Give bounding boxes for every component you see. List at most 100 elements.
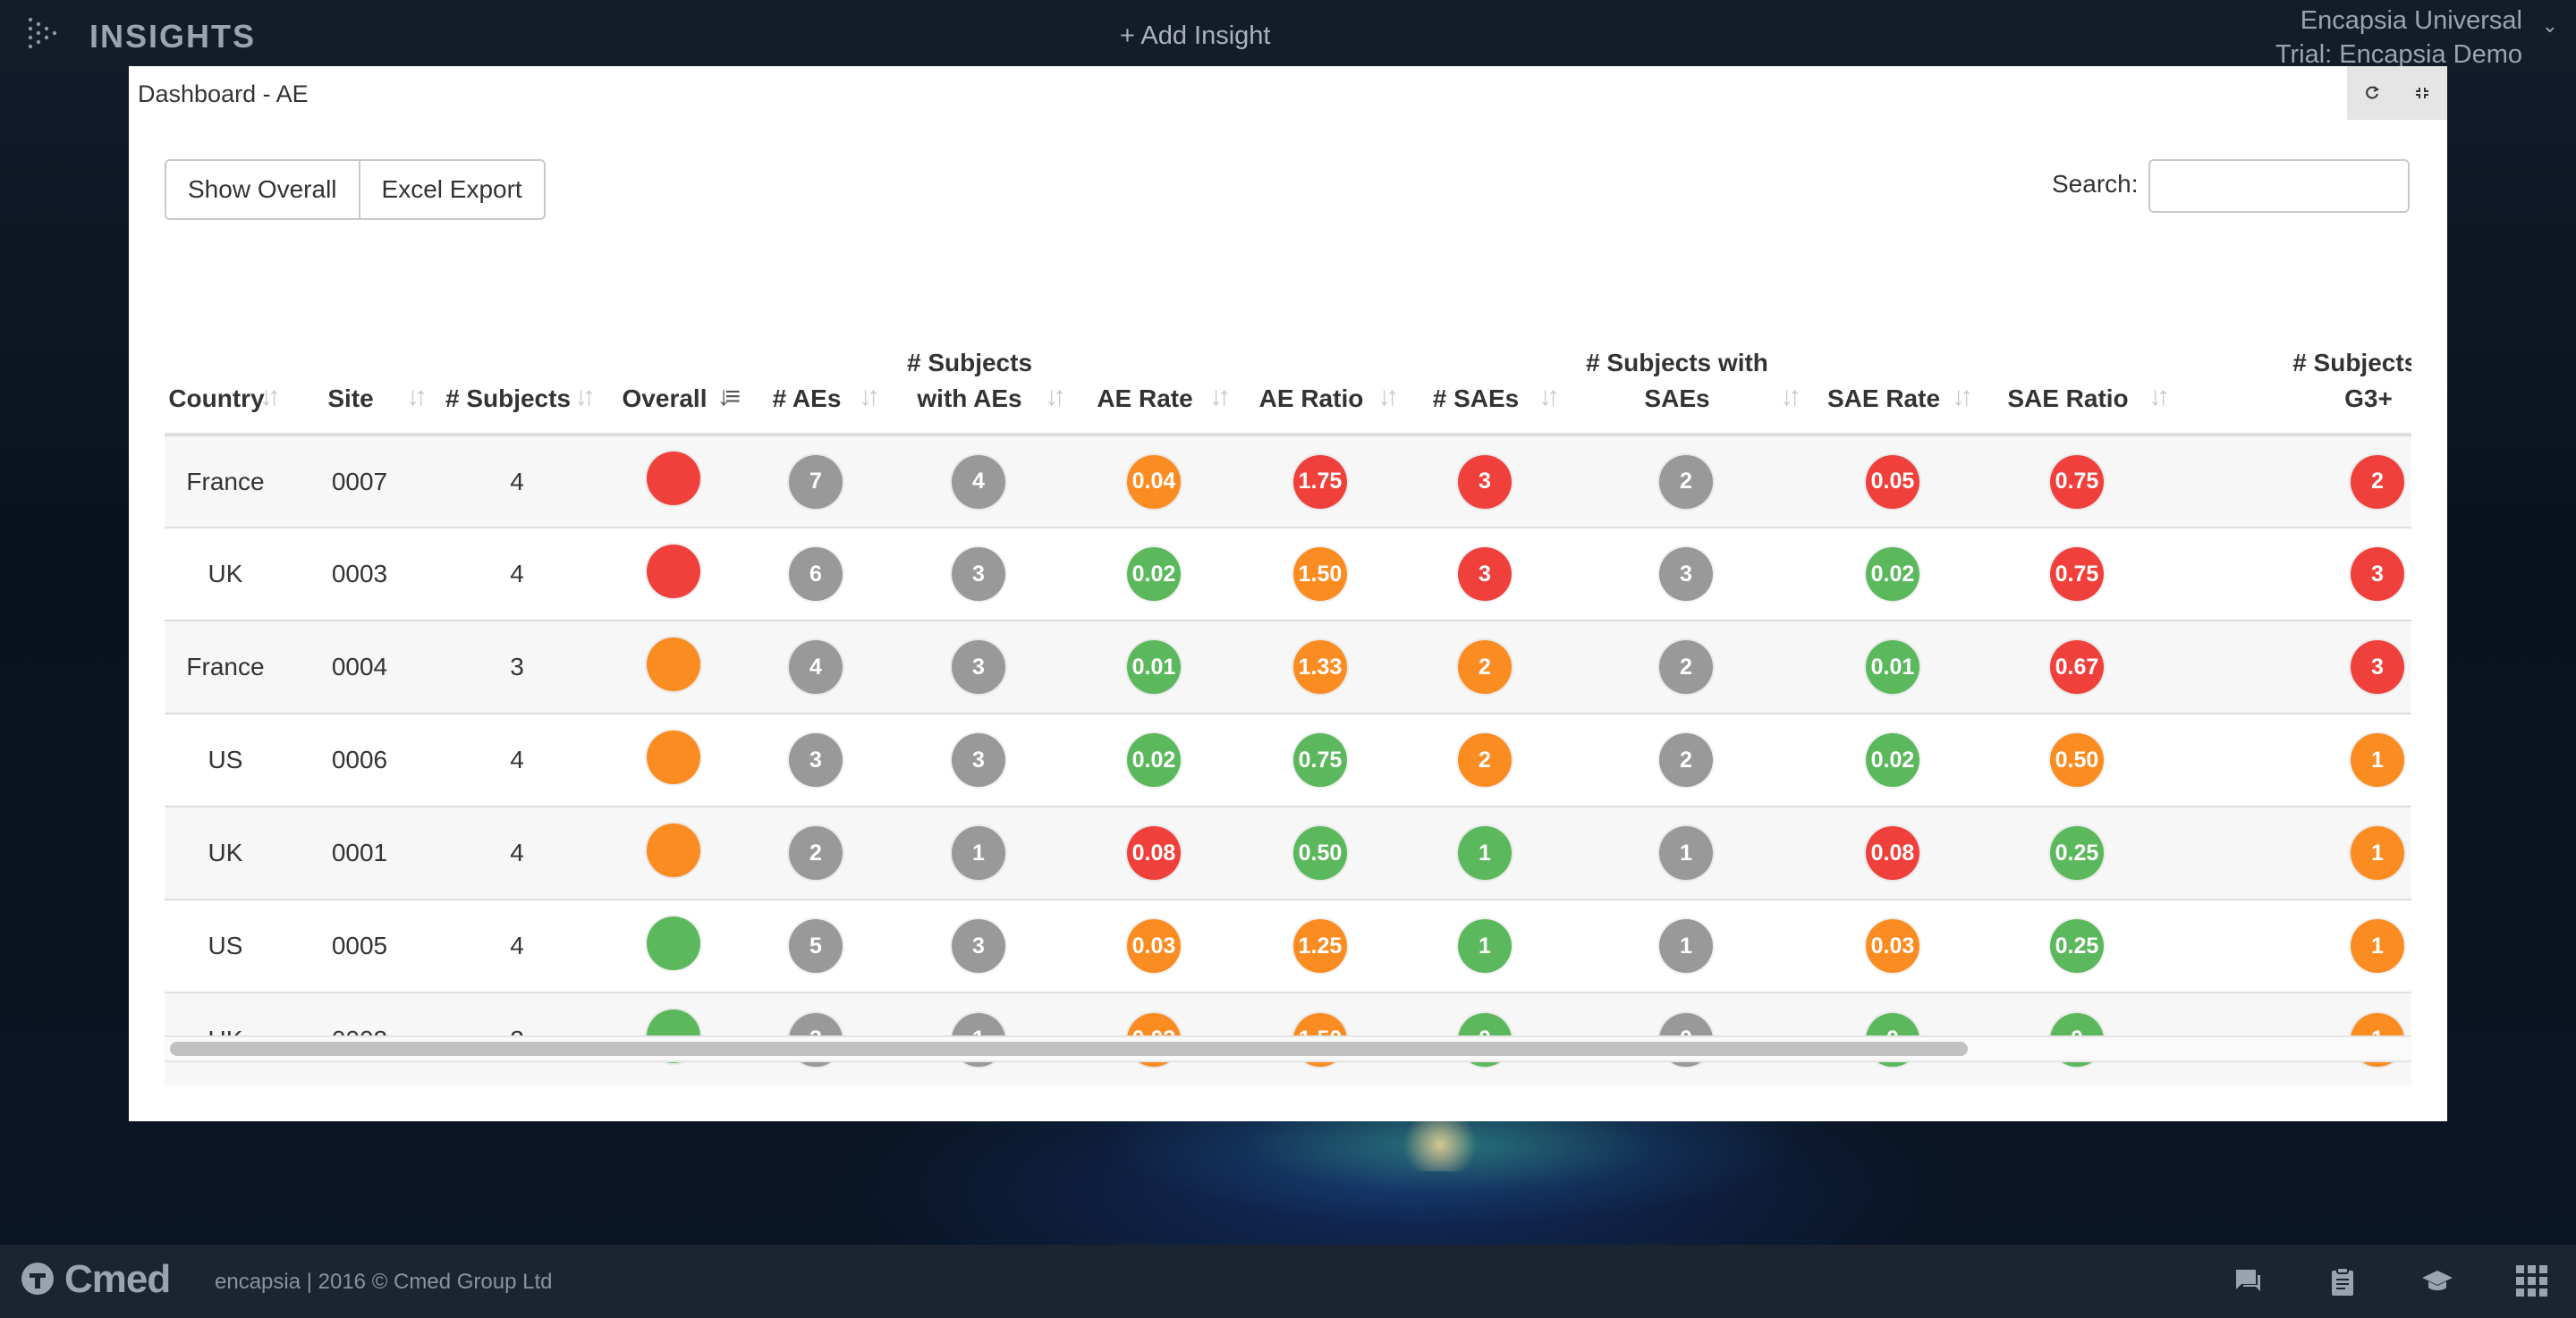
metric-cell: 2: [1565, 434, 1807, 528]
column-header[interactable]: Country ↓↑: [165, 272, 286, 436]
show-overall-button[interactable]: Show Overall: [165, 159, 360, 220]
account-name: Encapsia Universal: [2300, 6, 2522, 35]
column-header-label: # Subjects: [445, 384, 572, 412]
metric-badge: 3: [2351, 640, 2404, 694]
table-row[interactable]: UK 0001 4 2 1 0.08 0.50 1 1 0.08 0.25 1: [165, 806, 2411, 900]
sort-icon[interactable]: ↓↑: [1780, 382, 1801, 411]
sort-icon[interactable]: ↓↑: [259, 382, 281, 411]
metric-badge: 0.03: [1127, 919, 1181, 973]
metric-badge: 1: [1659, 919, 1713, 973]
footer-brand: Cmed: [64, 1257, 171, 1301]
column-header[interactable]: Site ↓↑: [286, 272, 433, 436]
sort-icon[interactable]: ↓↑: [1377, 382, 1399, 411]
search-input[interactable]: [2148, 159, 2410, 213]
cell-site: 0007: [286, 434, 433, 528]
overall-status-indicator: [647, 730, 700, 784]
metric-badge: 0.75: [2050, 547, 2104, 601]
cmed-logo-icon: [21, 1263, 54, 1295]
modal-title: Dashboard - AE: [138, 80, 309, 107]
search-label: Search:: [2052, 170, 2139, 198]
table-row[interactable]: France 0004 3 4 3 0.01 1.33 2 2 0.01 0.67 3: [165, 620, 2411, 714]
metric-badge: 3: [789, 733, 843, 787]
metric-cell: 3: [886, 899, 1072, 993]
column-header-label: # Subjects with: [1586, 349, 1768, 376]
cell-country: US: [165, 713, 286, 807]
insights-logo-icon[interactable]: [25, 14, 66, 55]
account-trial: Trial: Encapsia Demo: [2275, 40, 2522, 69]
footer-icon-bar: [2227, 1261, 2553, 1302]
collapse-icon[interactable]: [2397, 66, 2447, 120]
metric-cell: 6: [746, 527, 886, 621]
refresh-icon[interactable]: [2347, 66, 2397, 120]
horizontal-scrollbar[interactable]: [165, 1035, 2411, 1062]
metric-cell: 1.33: [1236, 620, 1404, 714]
add-insight-button[interactable]: + Add Insight: [1120, 21, 1271, 50]
background-glow: [1395, 1118, 1485, 1171]
excel-export-button[interactable]: Excel Export: [360, 159, 546, 220]
metric-cell: 1.75: [1236, 434, 1404, 528]
metric-cell: 3: [1565, 527, 1807, 621]
metric-badge: 0.75: [2050, 454, 2104, 509]
apps-grid-icon[interactable]: [2512, 1261, 2553, 1302]
chat-icon[interactable]: [2227, 1261, 2268, 1302]
column-header[interactable]: # AEs ↓↑: [746, 272, 886, 436]
metric-cell: 1: [2175, 713, 2411, 807]
sort-icon[interactable]: ↓↑: [1209, 382, 1231, 411]
metric-cell: 1: [2175, 806, 2411, 900]
table-row[interactable]: UK 0003 4 6 3 0.02 1.50 3 3 0.02 0.75 3: [165, 527, 2411, 621]
cell-subjects: 4: [433, 527, 601, 621]
column-header[interactable]: # SAEs ↓↑: [1404, 272, 1565, 436]
sort-icon[interactable]: ↓↑: [2148, 382, 2170, 411]
column-header-label: AE Ratio: [1258, 384, 1364, 412]
sort-icon[interactable]: ↓↑: [1538, 382, 1560, 411]
metric-cell: 0.50: [1236, 806, 1404, 900]
metric-cell: 4: [886, 434, 1072, 528]
sort-icon[interactable]: ↓↑: [406, 382, 428, 411]
sort-icon[interactable]: ↓↑: [859, 382, 880, 411]
metric-cell: 0.08: [1807, 806, 1979, 900]
cell-subjects: 4: [433, 713, 601, 807]
table-row[interactable]: US 0006 4 3 3 0.02 0.75 2 2 0.02 0.50 1: [165, 713, 2411, 807]
table-row[interactable]: US 0005 4 5 3 0.03 1.25 1 1 0.03 0.25 1: [165, 899, 2411, 993]
metric-badge: 1: [1458, 826, 1512, 880]
metric-cell: 3: [1404, 527, 1565, 621]
metric-badge: 4: [789, 640, 843, 694]
metric-cell: 3: [886, 620, 1072, 714]
metric-badge: 0.08: [1866, 826, 1919, 880]
metric-cell: 0.50: [1979, 713, 2175, 807]
column-header[interactable]: SAE Ratio ↓↑: [1979, 272, 2175, 436]
overall-status-indicator: [647, 637, 700, 691]
column-header[interactable]: # Subjects with SAEs ↓↑: [1565, 272, 1807, 436]
cell-overall: [601, 620, 746, 714]
clipboard-icon[interactable]: [2322, 1261, 2363, 1302]
graduation-cap-icon[interactable]: [2417, 1261, 2458, 1302]
metric-cell: 0.75: [1979, 527, 2175, 621]
sort-icon[interactable]: ↓↑: [1045, 382, 1066, 411]
account-menu[interactable]: Encapsia Universal Trial: Encapsia Demo …: [2275, 4, 2558, 72]
modal-header: Dashboard - AE: [129, 66, 2447, 120]
metric-cell: 2: [1404, 620, 1565, 714]
metric-badge: 7: [789, 454, 843, 509]
column-header[interactable]: Overall ↓≡: [601, 272, 746, 436]
column-header[interactable]: # Subjects ↓↑: [433, 272, 601, 436]
column-header-label: AE Rate: [1097, 384, 1193, 412]
chevron-down-icon[interactable]: ⌄: [2541, 14, 2558, 37]
cell-subjects: 4: [433, 806, 601, 900]
cell-site: 0003: [286, 527, 433, 621]
metric-cell: 1: [2175, 899, 2411, 993]
metric-badge: 0.08: [1127, 826, 1181, 880]
sort-icon[interactable]: ↓↑: [574, 382, 596, 411]
metric-badge: 3: [952, 733, 1005, 787]
column-header[interactable]: # Subjects with AEs ↓↑: [886, 272, 1072, 436]
column-header[interactable]: AE Ratio ↓↑: [1236, 272, 1404, 436]
sort-icon[interactable]: ↓↑: [1952, 382, 1973, 411]
sort-descending-icon[interactable]: ↓≡: [716, 382, 740, 411]
metric-cell: 0.04: [1072, 434, 1236, 528]
column-header[interactable]: SAE Rate ↓↑: [1807, 272, 1979, 436]
column-header[interactable]: AE Rate ↓↑: [1072, 272, 1236, 436]
scrollbar-thumb[interactable]: [170, 1042, 1968, 1056]
ae-table-container: Country ↓↑ Site ↓↑ # Subjects ↓↑ Overall ↓≡ # AE…: [165, 272, 2411, 1103]
metric-cell: 0.75: [1979, 434, 2175, 528]
table-row[interactable]: France 0007 4 7 4 0.04 1.75 3 2 0.05 0.75 2: [165, 434, 2411, 528]
column-header[interactable]: # Subjects w G3+: [2175, 272, 2411, 436]
